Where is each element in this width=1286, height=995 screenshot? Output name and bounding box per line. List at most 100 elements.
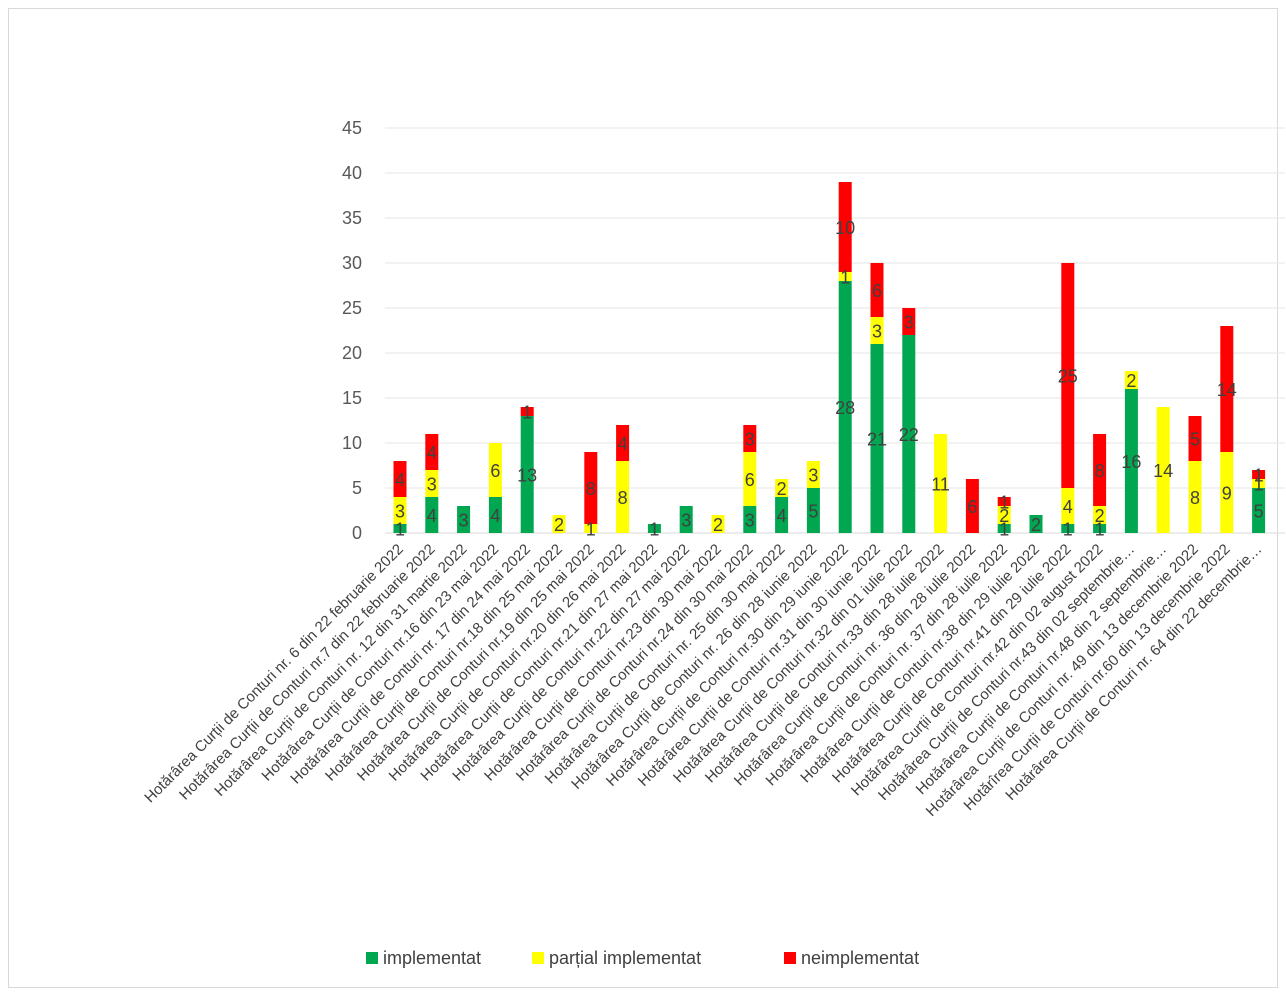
data-label: 1: [522, 403, 532, 423]
data-label: 16: [1121, 452, 1141, 472]
data-label: 6: [967, 497, 977, 517]
data-label: 4: [427, 443, 437, 463]
data-label: 6: [490, 461, 500, 481]
bar-segment-implementat: [870, 344, 884, 533]
data-label: 1: [840, 268, 850, 288]
bar-segment-implementat: [838, 281, 852, 533]
data-label: 22: [899, 425, 919, 445]
data-label: 3: [459, 511, 469, 531]
bar-segment-implementat: [997, 524, 1011, 533]
bar-segment-parial-implementat: [584, 524, 598, 533]
data-label: 1: [586, 520, 596, 540]
data-label: 2: [999, 506, 1009, 526]
data-label: 2: [1126, 371, 1136, 391]
data-label: 4: [618, 434, 628, 454]
bar-segment-parial-implementat: [1093, 506, 1107, 524]
bar-segment-implementat: [1061, 524, 1075, 533]
data-label: 14: [1153, 461, 1173, 481]
y-tick-label: 0: [352, 523, 362, 543]
x-axis-labels: Hotărârea Curții de Conturi nr. 6 din 22…: [141, 541, 1265, 820]
bar-segment-parial-implementat: [743, 452, 757, 506]
data-label: 21: [867, 430, 887, 450]
bar-segment-neimplementat: [870, 263, 884, 317]
bar-segment-implementat: [1093, 524, 1107, 533]
y-axis-ticks: 0 5 10 15 20 25 30 35 40 45: [342, 118, 362, 543]
bar-segment-implementat: [679, 506, 693, 533]
bar-segment-neimplementat: [1188, 416, 1202, 461]
data-label: 3: [904, 313, 914, 333]
bar-segment-neimplementat: [425, 434, 439, 470]
data-label: 4: [490, 506, 500, 526]
data-label: 2: [1095, 506, 1105, 526]
data-label: 4: [777, 506, 787, 526]
data-label: 8: [1095, 461, 1105, 481]
data-label: 14: [1217, 380, 1237, 400]
bar-segment-neimplementat: [1252, 470, 1266, 479]
data-label: 3: [395, 502, 405, 522]
bar-segment-parial-implementat: [1124, 371, 1138, 389]
legend-label: implementat: [383, 948, 481, 968]
bar-segment-parial-implementat: [425, 470, 439, 497]
bar-segment-neimplementat: [520, 407, 534, 416]
bar-segment-parial-implementat: [1252, 479, 1266, 488]
bar-segment-implementat: [488, 497, 502, 533]
bar-segment-implementat: [425, 497, 439, 533]
bar-segment-implementat: [393, 524, 407, 533]
bar-segment-parial-implementat: [488, 443, 502, 497]
data-label: 25: [1058, 367, 1078, 387]
y-tick-label: 40: [342, 163, 362, 183]
data-label: 8: [618, 488, 628, 508]
data-label: 1: [1254, 466, 1264, 486]
bar-segment-neimplementat: [1220, 326, 1234, 452]
data-label: 8: [586, 479, 596, 499]
legend-label: parțial implementat: [549, 948, 701, 968]
data-label: 1: [1254, 475, 1264, 495]
bar-segment-parial-implementat: [1220, 452, 1234, 533]
bar-segment-parial-implementat: [1188, 461, 1202, 533]
data-label: 9: [1222, 484, 1232, 504]
bar-segment-parial-implementat: [1061, 488, 1075, 524]
bar-segment-parial-implementat: [838, 272, 852, 281]
bar-segment-neimplementat: [838, 182, 852, 272]
bar-segment-neimplementat: [743, 425, 757, 452]
bar-segment-parial-implementat: [711, 515, 725, 533]
bar-segment-parial-implementat: [934, 434, 948, 533]
bar-segment-implementat: [1124, 389, 1138, 533]
data-label: 3: [745, 511, 755, 531]
data-label: 3: [808, 466, 818, 486]
bar-segment-implementat: [647, 524, 661, 533]
data-label: 2: [554, 515, 564, 535]
bar-segment-implementat: [806, 488, 820, 533]
data-label: 4: [427, 506, 437, 526]
bar-segment-parial-implementat: [806, 461, 820, 488]
y-tick-label: 15: [342, 388, 362, 408]
data-label: 1: [999, 493, 1009, 513]
data-label: 4: [1063, 497, 1073, 517]
bar-segment-implementat: [743, 506, 757, 533]
data-label: 5: [1254, 502, 1264, 522]
bar-segment-parial-implementat: [1156, 407, 1170, 533]
bar-segment-implementat: [520, 416, 534, 533]
data-label: 5: [1190, 430, 1200, 450]
bar-segment-parial-implementat: [997, 506, 1011, 524]
bar-segment-neimplementat: [997, 497, 1011, 506]
bar-segment-neimplementat: [393, 461, 407, 497]
bar-segment-parial-implementat: [552, 515, 566, 533]
bar-segment-neimplementat: [616, 425, 630, 461]
data-label: 6: [872, 281, 882, 301]
data-label: 1: [999, 520, 1009, 540]
bar-segment-parial-implementat: [775, 479, 789, 497]
data-label: 2: [777, 479, 787, 499]
data-label: 4: [395, 470, 405, 490]
y-tick-label: 25: [342, 298, 362, 318]
y-tick-label: 45: [342, 118, 362, 138]
bar-segment-neimplementat: [1061, 263, 1075, 488]
legend-swatch: [784, 952, 796, 964]
bar-segment-neimplementat: [902, 308, 916, 335]
bar-segment-neimplementat: [584, 452, 598, 524]
data-label: 1: [1095, 520, 1105, 540]
y-tick-label: 5: [352, 478, 362, 498]
legend-swatch: [532, 952, 544, 964]
